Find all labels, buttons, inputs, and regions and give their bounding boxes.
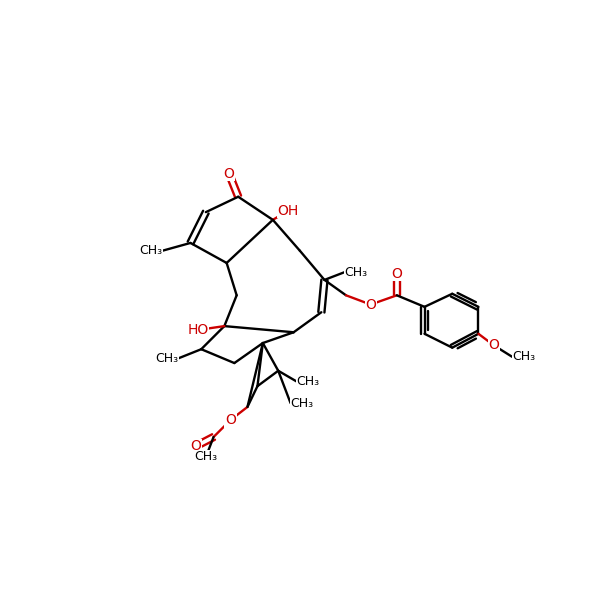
Text: O: O (224, 167, 235, 181)
Text: CH₃: CH₃ (344, 266, 368, 278)
Text: CH₃: CH₃ (297, 375, 320, 388)
Text: OH: OH (278, 203, 299, 218)
Text: CH₃: CH₃ (194, 451, 217, 463)
Text: O: O (225, 413, 236, 427)
Text: CH₃: CH₃ (512, 350, 535, 364)
Text: CH₃: CH₃ (155, 352, 178, 365)
Text: O: O (391, 267, 402, 281)
Text: O: O (365, 298, 376, 311)
Text: CH₃: CH₃ (140, 244, 163, 257)
Text: O: O (488, 338, 499, 352)
Text: O: O (190, 439, 201, 453)
Text: HO: HO (188, 323, 209, 337)
Text: CH₃: CH₃ (290, 397, 314, 410)
